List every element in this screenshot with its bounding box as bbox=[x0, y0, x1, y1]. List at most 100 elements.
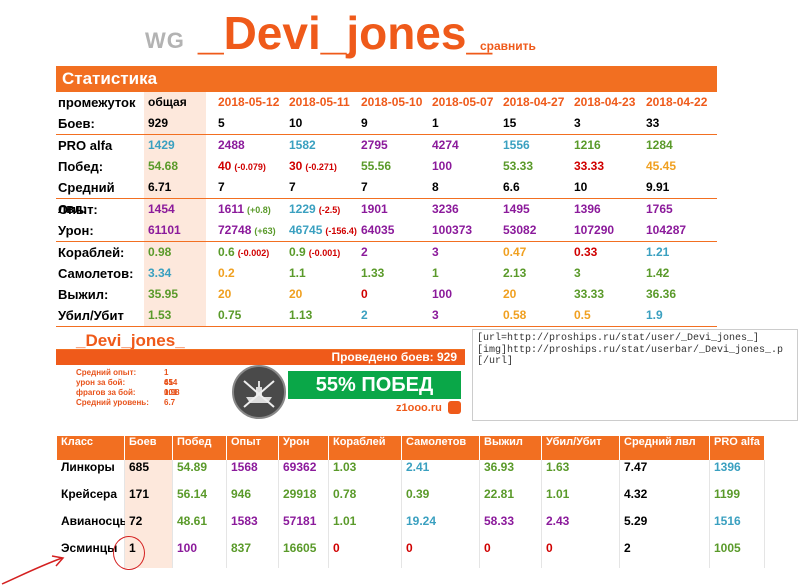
stats-cell: 9.91 bbox=[646, 177, 669, 198]
period-label: промежуток bbox=[58, 95, 136, 110]
stats-cell: 33.33 bbox=[574, 156, 604, 177]
class-cell: 36.93 bbox=[480, 460, 542, 487]
stats-group: Боев: 929 5 10 9 1 15 3 33 bbox=[56, 113, 717, 135]
stats-cell-value: 1901 bbox=[361, 202, 388, 216]
stats-cell-value: 61101 bbox=[148, 223, 181, 237]
stats-cell: 1.1 bbox=[289, 263, 306, 284]
stats-group: Кораблей: 0.98 0.6 (-0.002) 0.9 (-0.001) 2 3 0.4… bbox=[56, 242, 717, 327]
class-cell: 171 bbox=[125, 487, 173, 514]
stats-cell: 1229 (-2.5) bbox=[289, 199, 340, 220]
class-cell: 1.03 bbox=[329, 460, 402, 487]
class-cell: 100 bbox=[173, 541, 227, 568]
stats-cell-value: 10 bbox=[574, 180, 588, 194]
label-column-bg bbox=[144, 92, 206, 113]
class-cell: 57181 bbox=[279, 514, 329, 541]
class-cell: 1005 bbox=[710, 541, 765, 568]
stats-cell-value: 1429 bbox=[148, 138, 175, 152]
stats-cell-value: 2 bbox=[361, 245, 368, 259]
stats-cell: 1.21 bbox=[646, 242, 669, 263]
stats-cell: 2 bbox=[361, 305, 368, 326]
stats-cell-value: 1396 bbox=[574, 202, 601, 216]
stats-cell-value: 7 bbox=[218, 180, 225, 194]
class-cell: 58.33 bbox=[480, 514, 542, 541]
class-cell: 48.61 bbox=[173, 514, 227, 541]
class-cell: 54.89 bbox=[173, 460, 227, 487]
stats-cell-value: 1495 bbox=[503, 202, 530, 216]
stats-row: Средний лвл: 6.71 7 7 7 8 6.6 10 9.91 bbox=[56, 177, 717, 216]
stats-cell-value: 3 bbox=[574, 116, 581, 130]
stats-cell: 3 bbox=[432, 242, 439, 263]
stats-cell: 1582 bbox=[289, 135, 316, 156]
class-cell: 1199 bbox=[710, 487, 765, 514]
stats-cell-value: 1582 bbox=[289, 138, 316, 152]
class-cell: 7.47 bbox=[620, 460, 710, 487]
period-column-header: 2018-05-12 bbox=[218, 95, 280, 109]
class-stats-table: Класс Боев Побед Опыт Урон Кораблей Самолетов В… bbox=[57, 436, 765, 568]
stats-cell: 30 (-0.271) bbox=[289, 156, 337, 177]
stats-cell-value: 0.2 bbox=[218, 266, 235, 280]
class-cell: 2.43 bbox=[542, 514, 620, 541]
site-icon bbox=[448, 401, 461, 414]
stats-cell: 1429 bbox=[148, 135, 175, 156]
class-cell: 1396 bbox=[710, 460, 765, 487]
winrate-badge: 55% ПОБЕД bbox=[288, 371, 461, 399]
class-row: Авианосцы 72 48.61 1583 57181 1.01 19.24 58.33 2… bbox=[57, 514, 765, 541]
bbcode-textbox[interactable]: [url=http://proships.ru/stat/user/_Devi_… bbox=[472, 329, 798, 421]
stats-row: Опыт: 1454 1611 (+0.8) 1229 (-2.5) 1901 3236 149… bbox=[56, 199, 717, 220]
stats-cell: 2 bbox=[361, 242, 368, 263]
stats-row: Побед: 54.68 40 (-0.079) 30 (-0.271) 55.56 100 5… bbox=[56, 156, 717, 177]
class-name: Линкоры bbox=[57, 460, 125, 487]
stats-cell-value: 107290 bbox=[574, 223, 615, 237]
stats-cell-value: 2795 bbox=[361, 138, 388, 152]
stats-cell-delta: (-0.271) bbox=[305, 162, 337, 172]
stats-cell-value: 0 bbox=[361, 287, 368, 301]
stats-cell-value: 1.33 bbox=[361, 266, 385, 280]
period-row: промежуток общая 2018-05-12 2018-05-11 2018… bbox=[56, 92, 717, 113]
stats-cell-value: 53.33 bbox=[503, 159, 534, 173]
stats-cell: 3.34 bbox=[148, 263, 171, 284]
stats-cell: 10 bbox=[289, 113, 302, 134]
stats-cell-value: 3.34 bbox=[148, 266, 172, 280]
class-column-header: Опыт bbox=[227, 436, 279, 460]
stats-cell: 1284 bbox=[646, 135, 673, 156]
stats-cell-value: 20 bbox=[503, 287, 517, 301]
stats-cell: 1765 bbox=[646, 199, 673, 220]
stats-cell-delta: (-2.5) bbox=[318, 205, 341, 215]
stats-cell: 9 bbox=[361, 113, 368, 134]
stats-cell-value: 1284 bbox=[646, 138, 673, 152]
period-column-header: 2018-05-11 bbox=[289, 95, 350, 109]
stats-row: Самолетов: 3.34 0.2 1.1 1.33 1 2.13 3 1.42 bbox=[56, 263, 717, 284]
stats-title: Статистика bbox=[56, 66, 717, 92]
stats-cell-value: 15 bbox=[503, 116, 517, 130]
stats-cell: 1.53 bbox=[148, 305, 171, 326]
stats-cell-value: 1.42 bbox=[646, 266, 670, 280]
stats-cell-value: 55.56 bbox=[361, 159, 392, 173]
stats-cell-value: 104287 bbox=[646, 223, 687, 237]
class-cell: 0 bbox=[329, 541, 402, 568]
stats-cell: 6.71 bbox=[148, 177, 171, 198]
stats-row: Выжил: 35.95 20 20 0 100 20 33.33 36.36 bbox=[56, 284, 717, 305]
class-cell: 2.41 bbox=[402, 460, 480, 487]
class-name: Авианосцы bbox=[57, 514, 130, 541]
stats-cell: 1216 bbox=[574, 135, 601, 156]
class-cell: 22.81 bbox=[480, 487, 542, 514]
stats-cell: 46745 (-156.4) bbox=[289, 220, 357, 241]
class-cell: 0.78 bbox=[329, 487, 402, 514]
stats-cell-value: 0.58 bbox=[503, 308, 527, 322]
class-cell: 1568 bbox=[227, 460, 279, 487]
stats-row-label: Побед: bbox=[58, 159, 104, 174]
stats-cell-value: 9.91 bbox=[646, 180, 670, 194]
stats-cell: 7 bbox=[361, 177, 368, 198]
compare-link[interactable]: сравнить bbox=[480, 39, 536, 53]
stats-cell: 0.33 bbox=[574, 242, 597, 263]
stats-cell: 0 bbox=[361, 284, 368, 305]
stats-cell-value: 1454 bbox=[148, 202, 175, 216]
stats-cell-value: 36.36 bbox=[646, 287, 677, 301]
stats-cell: 2795 bbox=[361, 135, 388, 156]
stats-row-label: Кораблей: bbox=[58, 245, 125, 260]
class-cell: 1516 bbox=[710, 514, 765, 541]
userbar-banner: _Devi_jones_ Проведено боев: 929 Средний… bbox=[56, 329, 469, 420]
stats-cell: 107290 bbox=[574, 220, 614, 241]
class-cell: 0 bbox=[480, 541, 542, 568]
label-column-bg bbox=[144, 199, 206, 241]
